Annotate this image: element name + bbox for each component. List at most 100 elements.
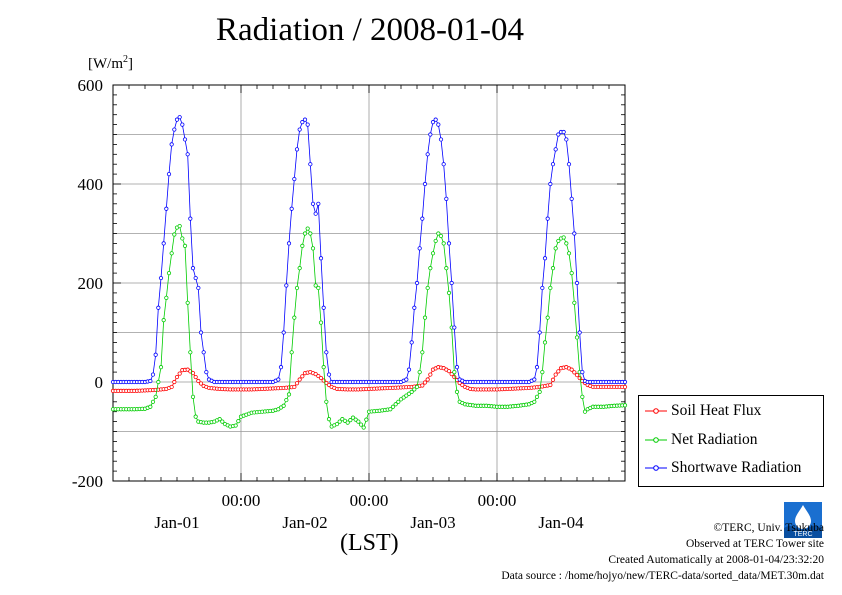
data-point [569, 270, 574, 276]
data-point [420, 350, 425, 355]
data-point [548, 181, 553, 187]
data-point [284, 397, 289, 403]
data-point [334, 421, 340, 427]
data-point [150, 372, 156, 377]
data-point [428, 132, 433, 137]
data-point [444, 266, 449, 271]
data-point [169, 142, 174, 147]
data-point [553, 147, 558, 152]
data-point [153, 352, 158, 357]
data-point [540, 285, 545, 291]
data-point [284, 283, 289, 288]
data-point [580, 394, 585, 399]
data-point [156, 379, 161, 385]
data-point [441, 162, 446, 167]
data-point [574, 372, 580, 378]
chart-title: Radiation / 2008-01-04 [216, 12, 524, 48]
data-point [174, 374, 180, 380]
data-point [300, 120, 305, 125]
data-point [180, 122, 185, 127]
data-point [393, 402, 398, 407]
data-point [318, 320, 324, 325]
data-point [556, 238, 561, 244]
data-point [188, 216, 193, 221]
data-point [550, 266, 556, 271]
data-point [316, 373, 321, 379]
data-point [326, 382, 332, 388]
data-point [305, 226, 310, 231]
data-point [454, 389, 460, 394]
data-point [572, 231, 577, 236]
data-point [190, 266, 196, 271]
data-point [553, 372, 558, 377]
data-point [433, 117, 438, 122]
y-tick-label: -200 [72, 472, 103, 491]
data-point [318, 375, 324, 381]
data-point [425, 377, 430, 382]
data-point [289, 206, 294, 211]
data-point [169, 384, 174, 390]
data-point [553, 246, 558, 251]
data-point [545, 315, 550, 320]
y-unit-end: ] [128, 56, 133, 72]
data-point [569, 196, 574, 201]
data-point [548, 285, 553, 291]
data-point [417, 369, 422, 375]
data-point [164, 295, 169, 300]
data-point [566, 162, 572, 167]
data-point [404, 377, 409, 382]
legend-item-net-radiation: Net Radiation [645, 430, 758, 450]
data-point [148, 404, 153, 409]
data-point [313, 371, 318, 377]
data-point [569, 367, 574, 372]
logo-text: TERC [793, 531, 812, 538]
data-point [537, 389, 542, 394]
data-point [556, 369, 561, 374]
data-point [428, 372, 433, 377]
data-point [302, 231, 308, 236]
data-point [350, 415, 356, 420]
data-point [161, 318, 166, 323]
data-point [622, 384, 628, 390]
data-point [161, 241, 166, 246]
data-point [337, 419, 342, 424]
x-axis-label: (LST) [340, 530, 399, 556]
data-point [297, 127, 302, 132]
data-point [198, 381, 204, 386]
data-point [348, 418, 353, 423]
data-point [172, 127, 177, 132]
data-point [193, 414, 198, 419]
data-point [388, 407, 393, 412]
data-point [534, 394, 540, 399]
data-point [390, 404, 396, 409]
data-point [540, 369, 545, 375]
data-point [564, 241, 569, 246]
data-point [564, 137, 569, 142]
data-point [430, 251, 436, 256]
data-point [297, 266, 302, 271]
x-tick-label: 00:00 [350, 491, 389, 510]
legend-label: Shortwave Radiation [671, 459, 802, 476]
data-point [406, 367, 412, 372]
data-point [292, 176, 297, 182]
data-point [185, 152, 190, 157]
data-point [358, 422, 364, 427]
data-point [326, 372, 332, 377]
data-point [548, 382, 553, 388]
data-point [321, 365, 326, 370]
data-point [281, 403, 286, 408]
data-point [556, 132, 561, 137]
plot-frame [112, 84, 626, 482]
data-point [153, 394, 158, 399]
data-point [193, 275, 198, 281]
data-point [532, 399, 537, 404]
x-tick-label: 00:00 [222, 491, 261, 510]
credit-created: Created Automatically at 2008-01-04/23:3… [608, 554, 824, 566]
x-day-label: Jan-02 [282, 513, 327, 532]
data-point [433, 238, 438, 244]
data-point [324, 350, 329, 355]
data-point [300, 243, 305, 248]
data-point [441, 241, 446, 246]
data-point [454, 365, 460, 370]
